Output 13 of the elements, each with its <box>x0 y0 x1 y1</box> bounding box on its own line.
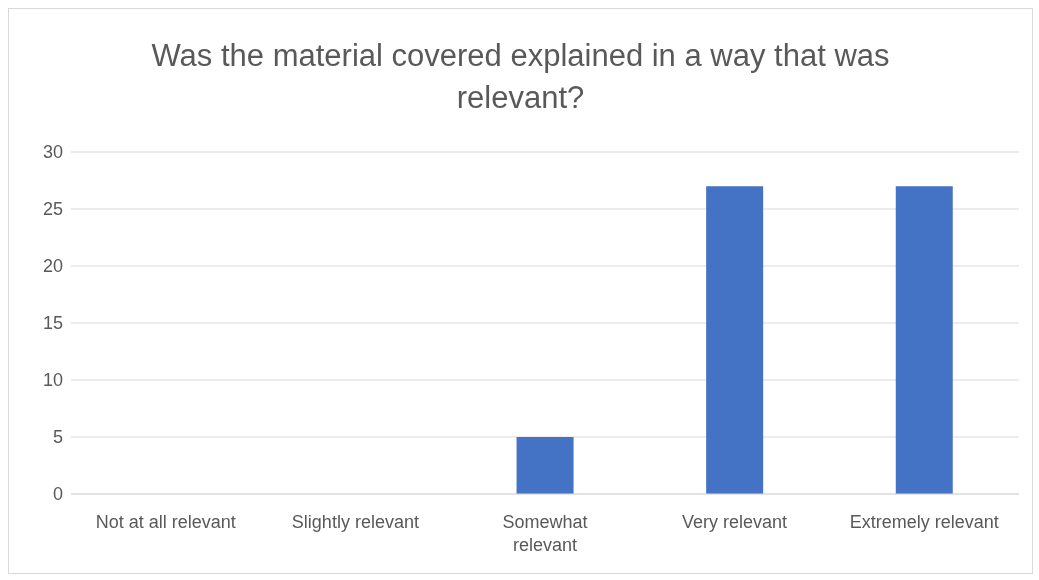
x-tick-label: Very relevant <box>682 512 788 532</box>
y-tick-label: 10 <box>42 370 63 391</box>
x-tick-label: Somewhat relevant <box>502 512 588 555</box>
x-tick-label: Not at all relevant <box>95 512 236 532</box>
y-tick-label: 20 <box>42 256 63 277</box>
y-tick-label: 15 <box>42 313 63 334</box>
y-tick-label: 30 <box>42 142 63 163</box>
y-tick-label: 25 <box>42 199 63 220</box>
y-tick-label: 5 <box>52 427 63 448</box>
x-tick-label: Slightly relevant <box>291 512 419 532</box>
y-tick-label: 0 <box>52 484 63 505</box>
chart-title: Was the material covered explained in a way that was relevant? <box>150 37 891 117</box>
x-tick-label: Extremely relevant <box>849 512 999 532</box>
